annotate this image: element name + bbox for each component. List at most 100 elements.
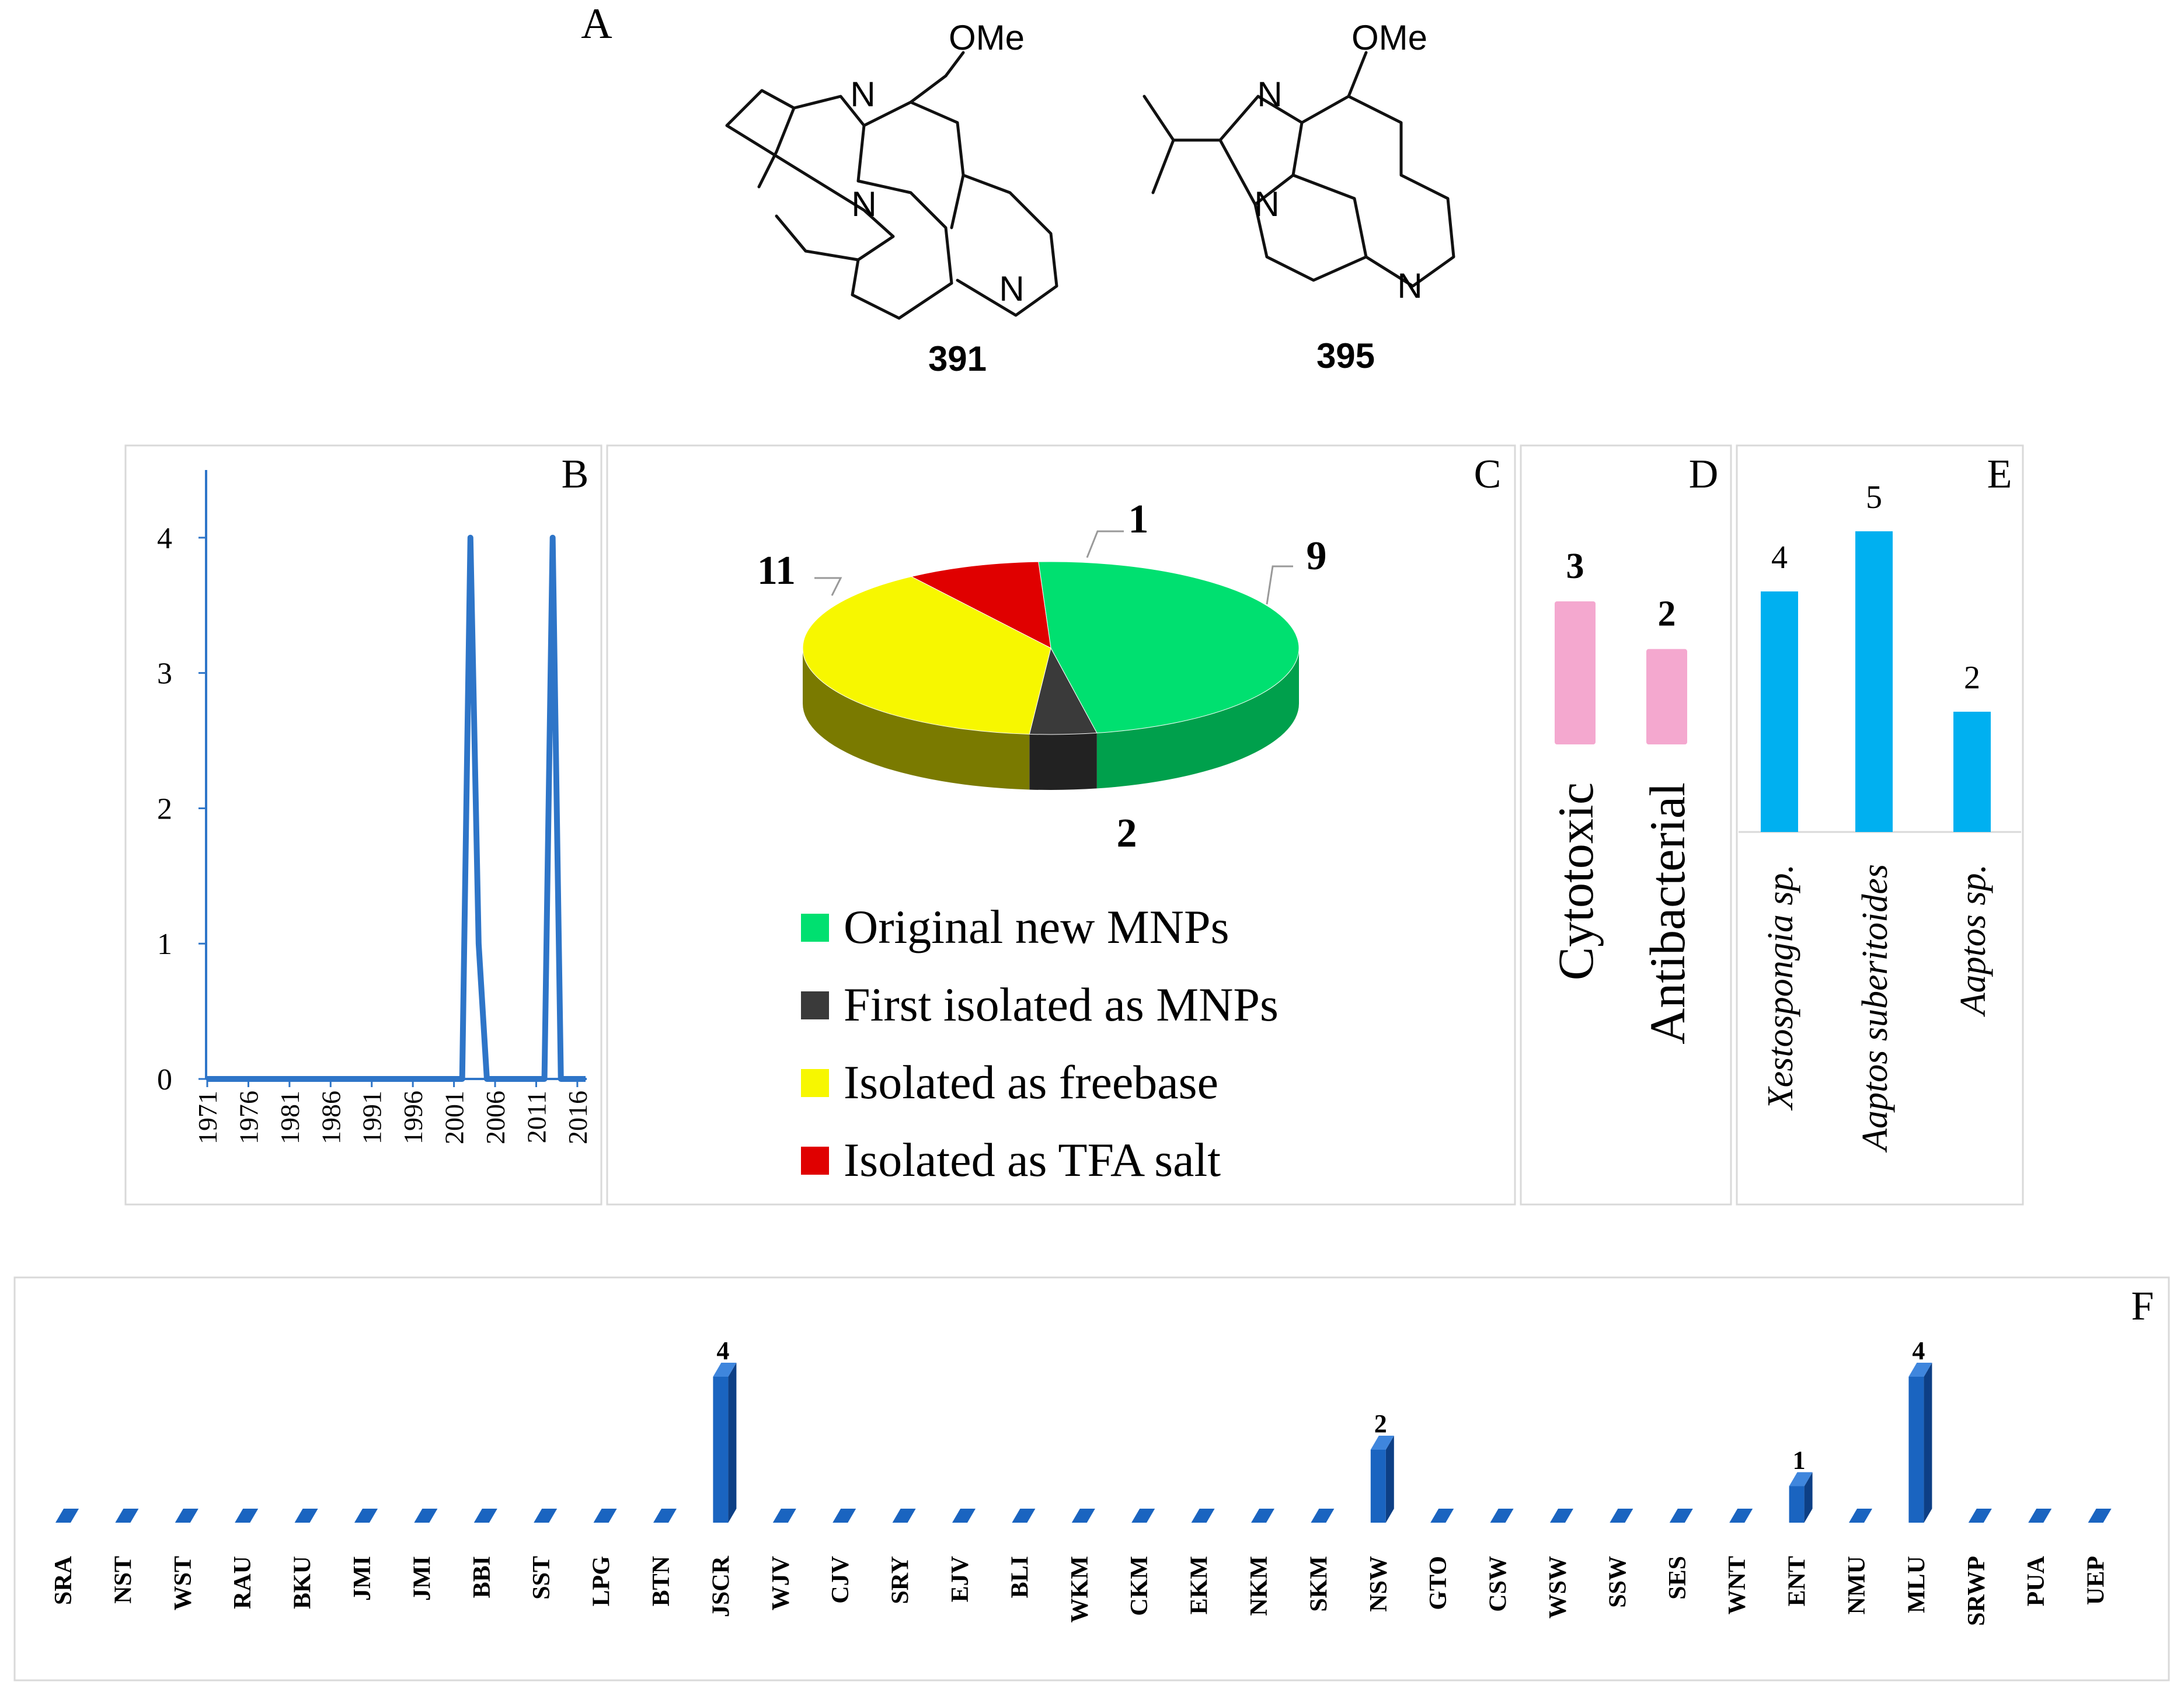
panel-f-bar-13 bbox=[833, 1509, 856, 1523]
panel-f-category-label-20: NKM bbox=[1246, 1556, 1273, 1616]
structure-391-n2: N bbox=[851, 184, 876, 224]
panel-f-category-label-17: WKM bbox=[1067, 1556, 1093, 1623]
panel-f-category-label-7: BBI bbox=[469, 1556, 496, 1598]
panel-f-category-label-22: NSW bbox=[1366, 1556, 1392, 1612]
panel-f-category-label-23: GTO bbox=[1425, 1556, 1452, 1610]
structure-395-label: 395 bbox=[1316, 336, 1375, 375]
panel-f-category-label-13: CJV bbox=[827, 1556, 854, 1604]
panel-f-bar-18 bbox=[1131, 1509, 1155, 1523]
panel-f-bar-2 bbox=[175, 1509, 198, 1523]
panel-f-bar-34 bbox=[2088, 1509, 2112, 1523]
panel-letter-e: E bbox=[1987, 452, 2012, 497]
panel-f-category-label-4: BKU bbox=[290, 1556, 316, 1609]
panel-f-bar-11 bbox=[713, 1377, 729, 1523]
panel-f-bar-30 bbox=[1849, 1509, 1872, 1523]
pie-value-label-2: 9 bbox=[1307, 534, 1327, 579]
panel-b-y-tick-label: 0 bbox=[157, 1063, 172, 1096]
panel-b-x-tick-label: 1981 bbox=[275, 1091, 305, 1144]
panel-f-bar-5 bbox=[354, 1509, 378, 1523]
legend-swatch-3 bbox=[801, 1147, 829, 1175]
structure-395-ome: OMe bbox=[1351, 18, 1427, 57]
panel-b-x-tick-label: 2016 bbox=[563, 1091, 593, 1144]
panel-f-bar-23 bbox=[1430, 1509, 1454, 1523]
panel-b-x-tick-label: 1996 bbox=[398, 1091, 428, 1144]
panel-a: A OMe N N N 391 OMe N N N 395 bbox=[581, 0, 1455, 378]
panel-b-y-tick-label: 3 bbox=[157, 657, 172, 691]
panel-f-bar-20 bbox=[1251, 1509, 1274, 1523]
panel-e-category-label-2: Aaptos sp. bbox=[1953, 864, 1993, 1017]
panel-e-value-label-0: 4 bbox=[1771, 539, 1788, 576]
panel-f-category-label-2: WST bbox=[170, 1556, 197, 1610]
panel-f-bar-17 bbox=[1071, 1509, 1095, 1523]
panel-f-category-label-31: MLU bbox=[1903, 1556, 1930, 1613]
panel-letter-b: B bbox=[562, 452, 589, 497]
panel-f-bar-top-31 bbox=[1908, 1363, 1932, 1377]
panel-d-value-label-0: 3 bbox=[1566, 546, 1584, 586]
pie-value-label-1: 1 bbox=[1128, 497, 1149, 542]
panel-d-bar-0 bbox=[1555, 601, 1596, 744]
panel-f-bar-top-22 bbox=[1370, 1436, 1394, 1450]
panel-f-category-label-14: SRY bbox=[887, 1556, 914, 1604]
structure-391: OMe N N N 391 bbox=[725, 18, 1058, 378]
panel-f-bar-1 bbox=[115, 1509, 139, 1523]
panel-b-x-ticks: 1971 1976 1981 1986 1991 1996 2001 2006 2011 2016 bbox=[193, 1079, 593, 1144]
panel-f-value-label-29: 1 bbox=[1793, 1446, 1806, 1475]
panel-f-category-label-16: BLI bbox=[1006, 1556, 1033, 1598]
panel-f-category-label-10: BTN bbox=[648, 1556, 675, 1606]
panel-f-category-label-5: JMI bbox=[349, 1556, 376, 1601]
panel-f-value-label-31: 4 bbox=[1912, 1336, 1925, 1365]
panel-f-bar-side-31 bbox=[1924, 1363, 1932, 1523]
panel-e: E 4 Xestospongia sp. 5 Aaptos suberitoides 2… bbox=[1736, 444, 2024, 1206]
panel-f-bar-4 bbox=[294, 1509, 318, 1523]
panel-b-series-line bbox=[207, 534, 586, 1082]
panel-f-bar-0 bbox=[55, 1509, 79, 1523]
panel-f-bar-16 bbox=[1012, 1509, 1036, 1523]
panel-letter-d: D bbox=[1689, 452, 1719, 497]
pie-slice-0 bbox=[1038, 561, 1300, 733]
pie-slice-2 bbox=[802, 576, 1051, 734]
panel-f-category-label-32: SRWP bbox=[1963, 1556, 1990, 1626]
panel-f-bar-side-29 bbox=[1804, 1472, 1813, 1523]
panel-f-bar-10 bbox=[653, 1509, 677, 1523]
panel-f-bar-25 bbox=[1550, 1509, 1573, 1523]
panel-f-category-label-24: CSW bbox=[1485, 1556, 1512, 1612]
panel-f: F SRA NST WST RAU BKU JMI JMI BBI SST LPG BTN 4 JSCR… bbox=[13, 1276, 2170, 1681]
panel-f-bar-9 bbox=[593, 1509, 617, 1523]
panel-f-bar-21 bbox=[1311, 1509, 1335, 1523]
panel-f-bar-22 bbox=[1370, 1450, 1386, 1523]
pie-side-1 bbox=[1029, 733, 1097, 790]
panel-d-bar-1 bbox=[1646, 649, 1687, 744]
panel-f-value-label-22: 2 bbox=[1374, 1409, 1387, 1438]
panel-e-bars: 4 Xestospongia sp. 5 Aaptos suberitoides 2 Aa… bbox=[1761, 479, 1993, 1153]
pie-value-label-0: 11 bbox=[757, 548, 796, 593]
legend-label-2: Isolated as freebase bbox=[844, 1056, 1218, 1109]
structure-391-n3: N bbox=[999, 269, 1024, 308]
panel-f-bar-6 bbox=[414, 1509, 438, 1523]
legend-swatch-0 bbox=[801, 914, 829, 942]
panel-f-bar-top-29 bbox=[1789, 1472, 1813, 1486]
panel-f-category-label-25: WSW bbox=[1545, 1556, 1572, 1618]
panel-f-category-label-0: SRA bbox=[50, 1555, 77, 1605]
legend-label-0: Original new MNPs bbox=[844, 900, 1229, 953]
panel-f-bar-19 bbox=[1191, 1509, 1215, 1523]
panel-b-x-tick-label: 2011 bbox=[521, 1091, 551, 1143]
panel-e-value-label-1: 5 bbox=[1866, 479, 1882, 516]
pie-leader-2 bbox=[1266, 565, 1293, 605]
panel-f-bar-15 bbox=[952, 1509, 976, 1523]
panel-e-bar-1 bbox=[1855, 531, 1893, 832]
panel-f-category-label-21: SKM bbox=[1305, 1556, 1332, 1612]
structure-395-n2: N bbox=[1254, 184, 1279, 224]
panel-letter-c: C bbox=[1474, 452, 1502, 497]
pie-leader-1 bbox=[1086, 530, 1124, 558]
pie-side-0 bbox=[1096, 648, 1299, 789]
panel-f-category-label-19: EKM bbox=[1186, 1556, 1213, 1614]
panel-f-value-label-11: 4 bbox=[716, 1336, 729, 1365]
panel-e-value-label-2: 2 bbox=[1964, 660, 1980, 696]
legend-label-3: Isolated as TFA salt bbox=[844, 1133, 1221, 1186]
pie-leader-0 bbox=[814, 577, 842, 596]
panel-f-bar-side-22 bbox=[1385, 1436, 1394, 1523]
panel-b-y-tick-label: 1 bbox=[157, 928, 172, 961]
